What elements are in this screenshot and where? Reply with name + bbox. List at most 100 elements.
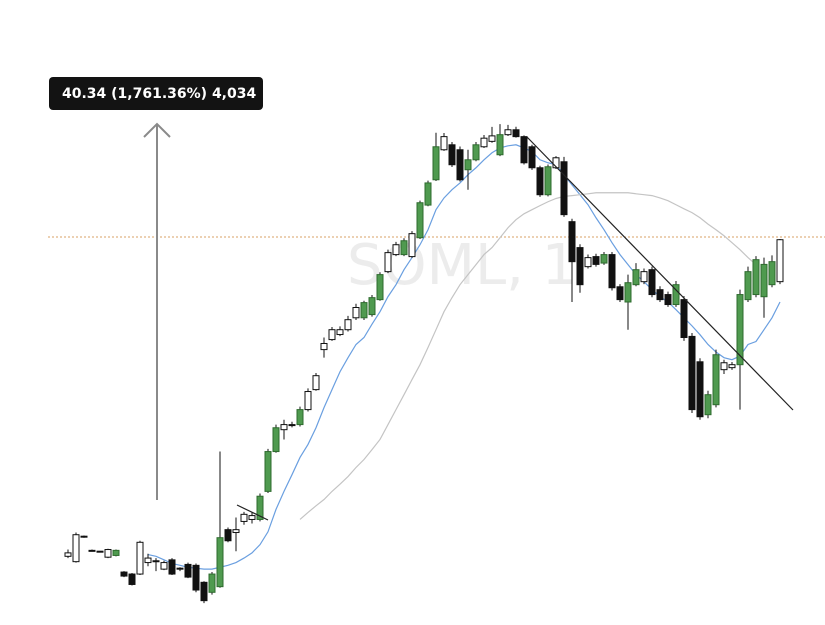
measure-label-box bbox=[49, 77, 263, 110]
candle-body bbox=[496, 134, 504, 156]
candle-body bbox=[296, 409, 304, 426]
candle-body bbox=[128, 573, 136, 585]
candle-body bbox=[576, 247, 584, 286]
trend-line bbox=[526, 136, 794, 411]
candle-body bbox=[88, 549, 96, 552]
candle-body bbox=[312, 375, 320, 391]
candle-body bbox=[648, 269, 656, 296]
candle-body bbox=[72, 534, 80, 563]
candle-body bbox=[472, 144, 480, 161]
candle-body bbox=[464, 159, 472, 171]
measure-label: 40.34 (1,761.36%) 4,034 bbox=[62, 86, 256, 102]
candle-body bbox=[456, 149, 464, 181]
candle-body bbox=[256, 495, 264, 520]
candle-body bbox=[736, 294, 744, 366]
candle-body bbox=[152, 560, 160, 563]
candle-body bbox=[424, 182, 432, 206]
candle-body bbox=[704, 394, 712, 416]
candle-body bbox=[304, 391, 312, 411]
candle-body bbox=[264, 451, 272, 492]
candle-body bbox=[528, 146, 536, 169]
candle-body bbox=[328, 329, 336, 341]
candle-body bbox=[288, 424, 296, 427]
candle-body bbox=[448, 144, 456, 166]
candle-body bbox=[232, 529, 240, 534]
candle-body bbox=[112, 549, 120, 556]
candle-body bbox=[680, 299, 688, 339]
candle-body bbox=[544, 166, 552, 196]
candle-body bbox=[728, 364, 736, 369]
candle-body bbox=[360, 302, 368, 319]
candle-body bbox=[560, 161, 568, 216]
candle-body bbox=[720, 362, 728, 371]
candle-body bbox=[712, 354, 720, 406]
plot-area bbox=[64, 124, 784, 604]
candle-body bbox=[664, 294, 672, 306]
candle-body bbox=[416, 202, 424, 239]
candle-body bbox=[624, 282, 632, 303]
candle-body bbox=[392, 244, 400, 256]
candle-body bbox=[176, 567, 184, 570]
candle-body bbox=[432, 146, 440, 181]
candle-body bbox=[632, 269, 640, 286]
candle-body bbox=[512, 129, 520, 138]
candle-body bbox=[376, 274, 384, 301]
candle-body bbox=[248, 515, 256, 520]
candle-body bbox=[752, 259, 760, 296]
candle-body bbox=[200, 581, 208, 602]
candle-body bbox=[224, 529, 232, 542]
candle-body bbox=[536, 167, 544, 196]
candle-body bbox=[144, 557, 152, 564]
candle-body bbox=[136, 541, 144, 575]
candle-body bbox=[688, 335, 696, 411]
candle-body bbox=[480, 137, 488, 148]
candle-body bbox=[776, 239, 784, 283]
candle-body bbox=[440, 136, 448, 151]
candle-body bbox=[504, 129, 512, 136]
candle-body bbox=[280, 424, 288, 431]
candle-body bbox=[272, 427, 280, 453]
candle-body bbox=[408, 233, 416, 258]
candle-body bbox=[552, 157, 560, 169]
candle-body bbox=[168, 559, 176, 575]
candle-body bbox=[768, 261, 776, 286]
candle-body bbox=[744, 271, 752, 301]
candle-body bbox=[216, 537, 224, 588]
moving-average-line bbox=[147, 144, 781, 570]
candle-body bbox=[640, 271, 648, 283]
candle-body bbox=[368, 297, 376, 316]
candle-body bbox=[400, 240, 408, 256]
candle-body bbox=[104, 549, 112, 558]
candle-body bbox=[656, 289, 664, 301]
candle-body bbox=[352, 307, 360, 319]
arrow-head bbox=[143, 122, 171, 138]
candle-body bbox=[160, 562, 168, 570]
candle-body bbox=[96, 550, 104, 553]
candle-body bbox=[192, 564, 200, 591]
candle-body bbox=[672, 284, 680, 306]
trend-line bbox=[236, 504, 269, 521]
candle-body bbox=[336, 329, 344, 336]
candle-body bbox=[208, 573, 216, 593]
candle-body bbox=[320, 342, 328, 351]
candle-body bbox=[600, 254, 608, 264]
candle-body bbox=[616, 286, 624, 301]
candle-body bbox=[760, 263, 768, 298]
candle-body bbox=[80, 535, 88, 538]
candle-body bbox=[568, 221, 576, 263]
candle-body bbox=[592, 256, 600, 265]
moving-average-line bbox=[299, 192, 757, 520]
candle-body bbox=[696, 361, 704, 418]
candle-body bbox=[344, 319, 352, 331]
candle-body bbox=[520, 136, 528, 164]
candle-body bbox=[120, 571, 128, 577]
candle-body bbox=[488, 135, 496, 142]
candle-body bbox=[584, 257, 592, 268]
candle-body bbox=[64, 552, 72, 557]
candle-body bbox=[184, 563, 192, 578]
candle-body bbox=[240, 513, 248, 522]
candle-body bbox=[384, 252, 392, 273]
candle-body bbox=[608, 254, 616, 289]
